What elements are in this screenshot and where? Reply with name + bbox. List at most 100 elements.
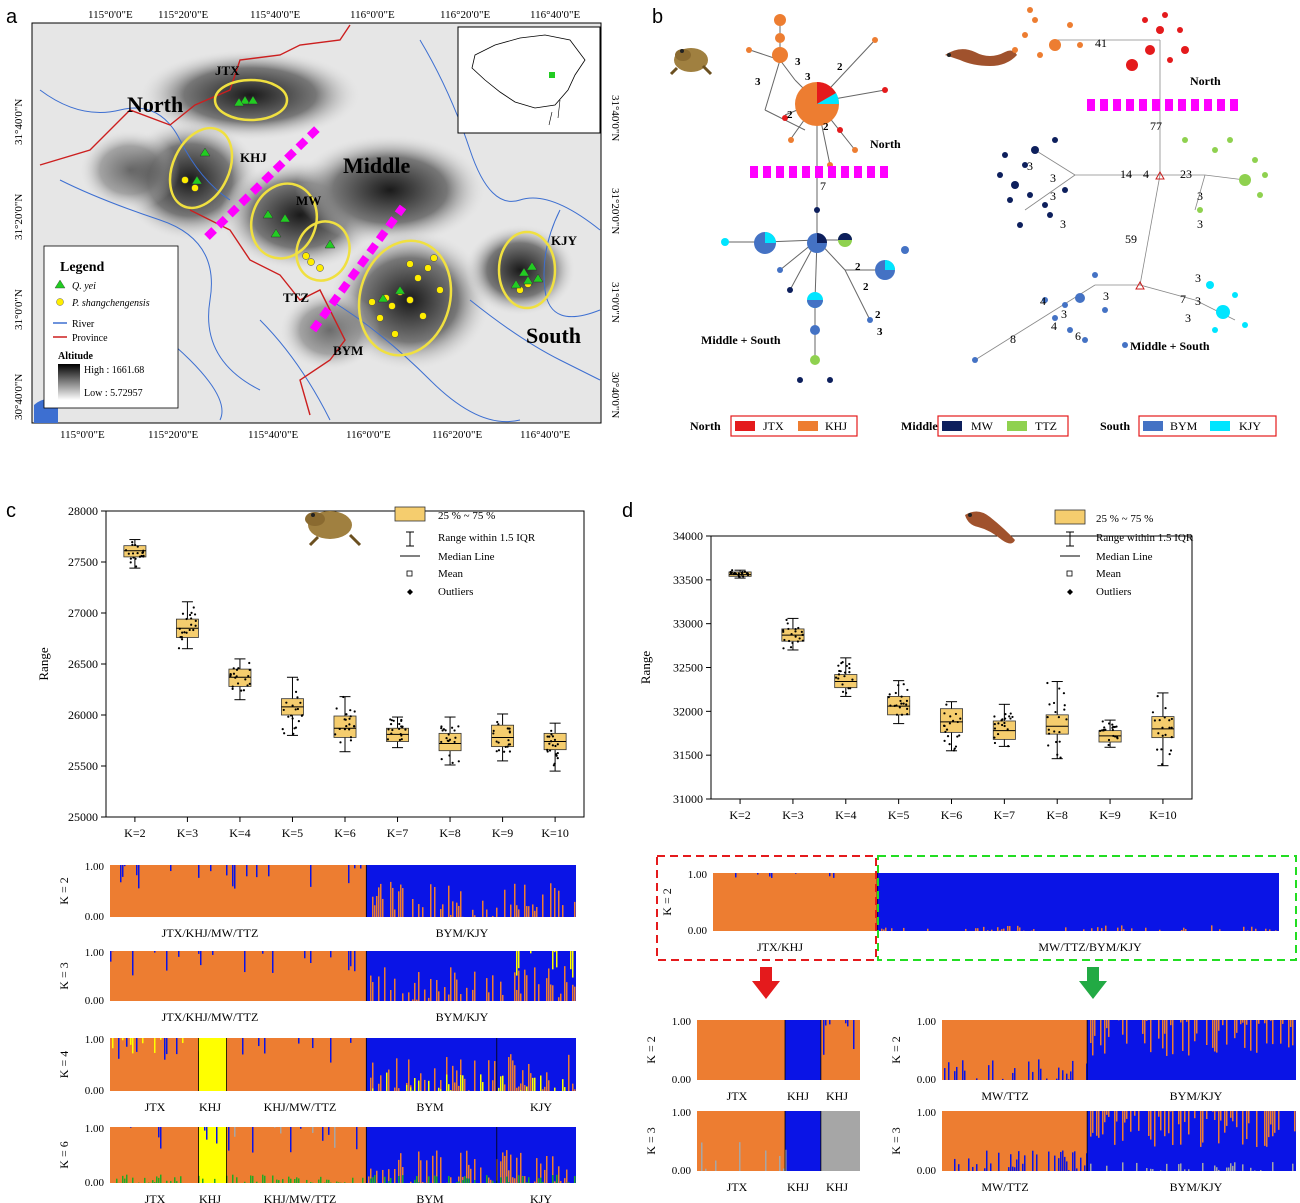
data-point [1058,687,1061,690]
admixture-bar [442,904,444,917]
admixture-bar [158,1127,160,1138]
structure-salamander: 1.00 0.00 K = 2 JTX/KHJ MW/TTZ/BYM/KJY 1.00 0.… [644,869,1296,1194]
svg-text:3: 3 [877,326,883,338]
data-point [1161,726,1164,729]
admixture-bar [1096,1111,1098,1136]
data-point [796,640,800,643]
data-point [743,570,747,573]
lat-left-0: 31°40'0"N [13,99,25,145]
bar-block [366,865,576,917]
admixture-bar [370,1077,372,1091]
data-point [507,739,510,742]
k-label: K = 3 [57,962,71,989]
admixture-bar [572,951,574,978]
lon-top-5: 116°40'0"E [530,9,580,21]
data-point [546,735,549,738]
admixture-bar [1146,1168,1148,1171]
admixture-bar [464,1078,466,1091]
data-point [800,630,803,633]
group-label: JTX/KHJ/MW/TTZ [162,1010,259,1024]
admixture-bar [1216,1020,1218,1053]
admixture-bar [1272,1020,1274,1045]
data-point [1104,728,1107,731]
admixture-bar [480,1167,482,1183]
admixture-bar [136,1038,138,1052]
data-point [1164,733,1167,736]
admixture-bar [1070,1071,1072,1080]
admixture-bar [1219,929,1221,931]
admixture-bar [448,885,450,917]
admixture-bar [1185,929,1187,931]
admixture-bar [428,1176,430,1183]
admixture-bar [1046,1078,1048,1080]
admixture-bar [1152,1169,1154,1171]
data-point [740,573,743,576]
admixture-bar [558,890,560,917]
admixture-bar [991,929,993,931]
admixture-bar [568,1054,570,1091]
admixture-bar [1222,1020,1224,1026]
lat-left-1: 31°20'0"N [13,194,25,240]
admixture-bar [1242,1164,1244,1171]
data-point [552,764,555,767]
admixture-bar [532,904,534,917]
data-point [229,673,232,676]
admixture-bar [564,1087,566,1091]
data-point [244,678,247,681]
structure-row-c-1 [110,865,576,917]
data-point [1007,745,1010,748]
admixture-bar [462,1075,464,1091]
admixture-bar [825,1020,827,1026]
x-tick-label: K=4 [835,808,856,822]
admixture-bar [170,865,172,872]
admixture-bar [216,1127,218,1144]
admixture-bar [450,1177,452,1183]
y-tick-label: 27000 [68,606,98,620]
admixture-bar [330,1038,332,1063]
data-point [1006,728,1009,731]
data-point [451,726,454,729]
admixture-bar [1280,1020,1282,1044]
data-point [1157,732,1160,735]
admixture-bar [480,1074,482,1091]
admixture-bar [1072,1152,1074,1171]
admixture-bar [570,951,572,970]
data-point [399,732,402,736]
data-point [943,739,946,742]
admixture-bar [1012,1072,1014,1080]
admixture-bar [398,1175,400,1183]
admixture-bar [1024,1155,1026,1171]
data-point [953,747,956,750]
admixture-bar [496,907,498,917]
data-point [508,730,511,733]
data-point [242,689,246,692]
admixture-bar [474,1179,476,1183]
data-point [1114,735,1117,738]
admixture-bar [1230,1111,1232,1118]
admixture-bar [454,972,456,1001]
admixture-bar [398,1159,400,1183]
data-point [188,628,191,632]
x-tick-label: K=5 [282,826,303,840]
admixture-bar [1001,929,1003,931]
admixture-bar [408,992,410,1001]
y-tick-label: 0.00 [688,925,708,937]
admixture-bar [1266,1111,1268,1147]
admixture-bar [1106,1111,1108,1115]
admixture-bar [198,951,200,954]
admixture-bar [370,1178,372,1183]
data-point [185,631,188,634]
admixture-bar [532,1077,534,1091]
admixture-bar [574,986,576,1001]
lon-bottom-3: 116°0'0"E [346,429,391,441]
admixture-bar [562,905,564,917]
admixture-bar [1246,1111,1248,1140]
admixture-bar [1068,1170,1070,1171]
y-tick-label: 25000 [68,810,98,824]
admixture-bar [306,1179,308,1183]
data-point [448,754,451,757]
data-point [404,728,407,731]
admixture-bar [154,951,156,953]
data-point [348,723,351,726]
svg-text:77: 77 [1150,119,1162,133]
